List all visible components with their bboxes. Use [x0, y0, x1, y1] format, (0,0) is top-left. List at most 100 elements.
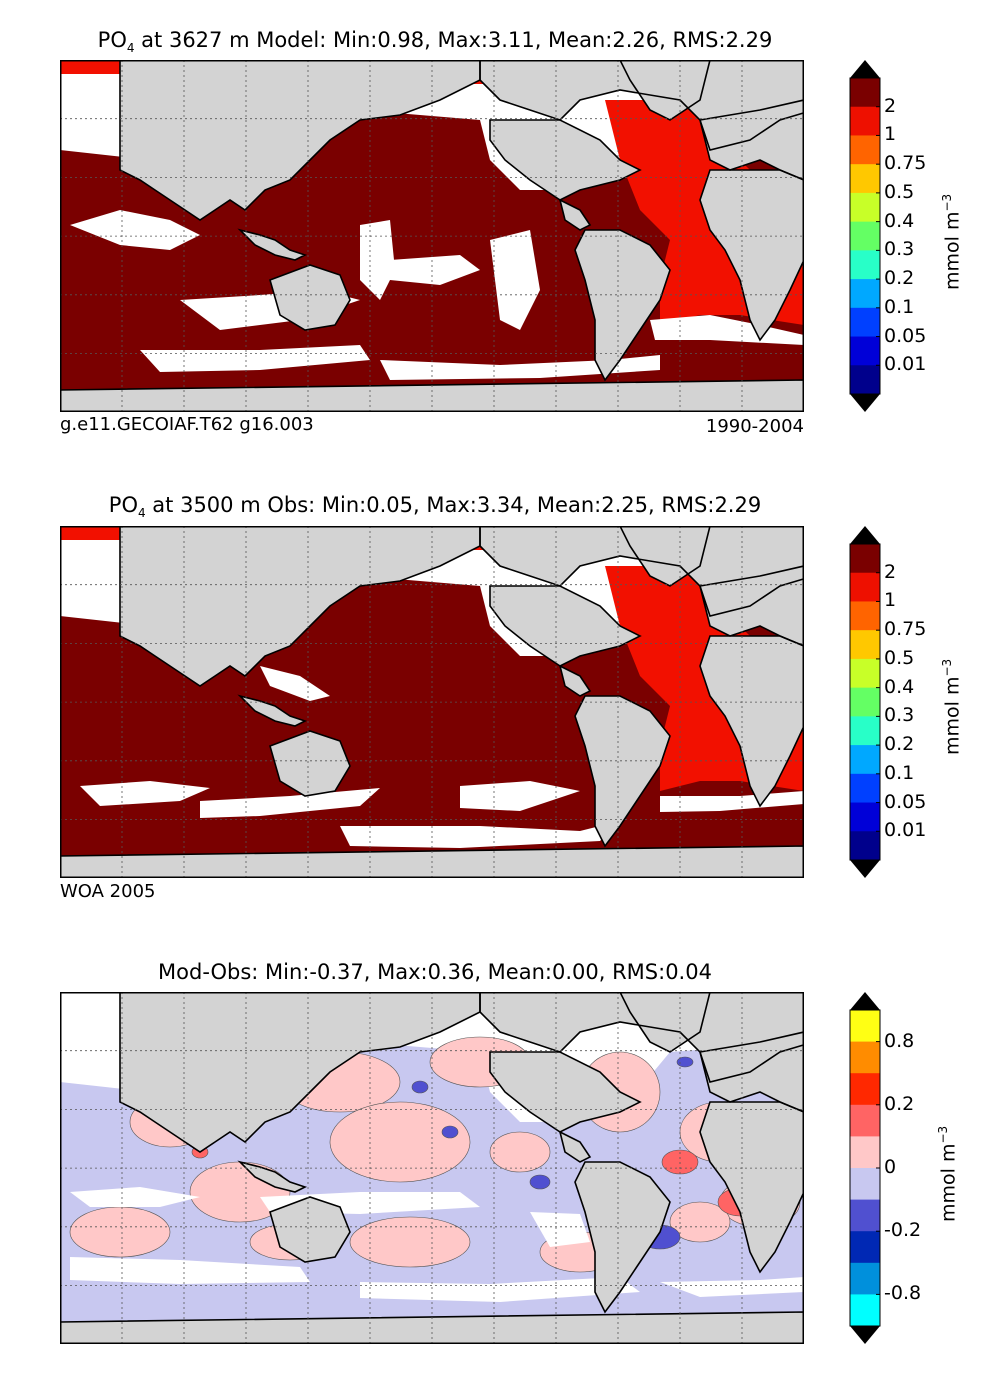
colorbar-segment	[850, 601, 880, 631]
colorbar-tick-label: 0	[884, 1156, 897, 1178]
greenland-landmass	[620, 60, 710, 120]
colorbar-tick-label: 1	[884, 589, 897, 612]
colorbar-segment	[850, 572, 880, 602]
usa-landmass	[490, 586, 640, 666]
colorbar	[849, 992, 881, 1344]
colorbar-segment	[850, 716, 880, 746]
colorbar-segment	[850, 802, 880, 832]
colorbar-tick-label: 0.1	[884, 295, 915, 318]
colorbar-segment	[850, 279, 880, 309]
colorbar-tick-label: 0.05	[884, 790, 927, 813]
colorbar-segment	[850, 135, 880, 165]
colorbar-tick-label: 0.2	[884, 267, 915, 290]
eurasia-landmass	[120, 992, 480, 1152]
colorbar-tick-label: 0.2	[884, 1092, 915, 1115]
greenland-landmass	[620, 526, 710, 586]
colorbar-tick-label: 0.05	[884, 324, 927, 347]
maritime-asia-landmass	[240, 696, 305, 726]
colorbar-tick-label: 0.5	[884, 646, 915, 669]
colorbar-segment	[850, 336, 880, 366]
period-caption: 1990-2004	[705, 416, 804, 437]
colorbar-top-extend	[850, 992, 880, 1010]
africa-landmass	[700, 636, 804, 806]
colorbar-segment	[850, 192, 880, 223]
colorbar-bottom-extend	[850, 394, 880, 412]
colorbar-top-extend	[850, 526, 880, 544]
experiment-caption: g.e11.GECOIAF.T62 g16.003	[60, 414, 314, 435]
africa-landmass	[700, 1102, 804, 1272]
colorbar-segment	[850, 307, 880, 338]
usa-landmass	[490, 120, 640, 200]
south-america-landmass	[575, 696, 670, 846]
africa-landmass	[700, 170, 804, 340]
colorbar-tick-label: 0.75	[884, 618, 927, 641]
colorbar-segment	[850, 1041, 880, 1074]
maritime-asia-landmass	[240, 230, 305, 260]
south-america-landmass	[575, 1162, 670, 1312]
colorbar-tick-label: 0.4	[884, 209, 915, 232]
panel-title: PO4 at 3627 m Model: Min:0.98, Max:3.11,…	[97, 28, 773, 56]
unit-label: mmol m−3	[940, 193, 964, 290]
colorbar-tick-label: -0.8	[884, 1282, 922, 1305]
colorbar-tick-label: 0.4	[884, 675, 915, 698]
panel-title: Mod-Obs: Min:-0.37, Max:0.36, Mean:0.00,…	[158, 960, 712, 984]
central-america-landmass	[560, 666, 590, 696]
colorbar-tick-label: -0.2	[884, 1219, 922, 1242]
south-america-landmass	[575, 230, 670, 380]
colorbar-segment	[850, 745, 880, 775]
colorbar-tick-label: 0.01	[884, 819, 927, 842]
australia-landmass	[270, 731, 350, 796]
colorbar-segment	[850, 1168, 880, 1201]
eurasia-landmass	[120, 526, 480, 686]
dataset-caption: WOA 2005	[60, 881, 156, 902]
colorbar-segment	[850, 250, 880, 280]
colorbar-tick-label: 0.1	[884, 761, 915, 784]
europe-landmass	[700, 100, 804, 180]
australia-landmass	[270, 265, 350, 330]
colorbar	[849, 526, 881, 878]
colorbar-segment	[850, 1010, 880, 1043]
colorbar-segment	[850, 687, 880, 717]
colorbar	[849, 60, 881, 412]
diff-map	[60, 992, 804, 1344]
colorbar-tick-label: 0.01	[884, 353, 927, 376]
colorbar-segment	[850, 1294, 880, 1327]
colorbar-tick-label: 2	[884, 560, 897, 583]
maritime-asia-landmass	[240, 1162, 305, 1192]
central-america-landmass	[560, 200, 590, 230]
panel-title: PO4 at 3500 m Obs: Min:0.05, Max:3.34, M…	[108, 493, 762, 521]
unit-label: mmol m−3	[936, 1125, 960, 1222]
colorbar-tick-label: 0.3	[884, 238, 915, 261]
colorbar-segment	[850, 1104, 880, 1137]
colorbar-segment	[850, 544, 880, 574]
colorbar-segment	[850, 78, 880, 108]
colorbar-tick-label: 1	[884, 123, 897, 146]
usa-landmass	[490, 1052, 640, 1132]
colorbar-segment	[850, 1073, 880, 1106]
colorbar-tick-label: 0.2	[884, 733, 915, 756]
europe-landmass	[700, 1032, 804, 1112]
colorbar-tick-label: 0.8	[884, 1029, 915, 1052]
obs-map	[60, 526, 804, 878]
colorbar-segment	[850, 221, 880, 251]
australia-landmass	[270, 1197, 350, 1262]
colorbar-segment	[850, 773, 880, 804]
colorbar-segment	[850, 831, 880, 861]
colorbar-top-extend	[850, 60, 880, 78]
colorbar-segment	[850, 1231, 880, 1264]
colorbar-tick-label: 0.75	[884, 152, 927, 175]
colorbar-segment	[850, 1199, 880, 1232]
colorbar-tick-label: 2	[884, 94, 897, 117]
colorbar-segment	[850, 1136, 880, 1169]
colorbar-bottom-extend	[850, 1326, 880, 1344]
unit-label: mmol m−3	[940, 658, 964, 755]
colorbar-tick-label: 0.3	[884, 704, 915, 727]
colorbar-bottom-extend	[850, 860, 880, 878]
central-america-landmass	[560, 1132, 590, 1162]
colorbar-segment	[850, 106, 880, 136]
model-map	[60, 60, 804, 412]
greenland-landmass	[620, 992, 710, 1052]
colorbar-segment	[850, 630, 880, 660]
colorbar-segment	[850, 1262, 880, 1295]
colorbar-segment	[850, 658, 880, 689]
